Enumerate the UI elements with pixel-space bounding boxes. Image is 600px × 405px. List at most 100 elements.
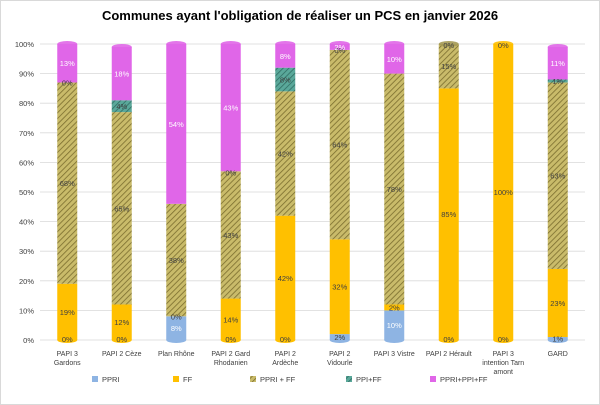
- data-label: 42%: [278, 274, 293, 283]
- data-label: 0%: [171, 312, 182, 321]
- bar-segment-ppi-ff: [111, 100, 132, 113]
- data-label: 0%: [443, 41, 454, 50]
- bar-segment-ff: [111, 304, 132, 340]
- data-label: 0%: [443, 335, 454, 344]
- data-label: 64%: [332, 141, 347, 150]
- x-tick-label: PAPI 2 Hérault: [426, 351, 472, 358]
- x-tick-label: Ardèche: [272, 360, 298, 367]
- x-tick-label: Vidourle: [327, 360, 353, 367]
- data-label: 1%: [552, 77, 563, 86]
- x-tick-label: PAPI 2 Cèze: [102, 351, 142, 358]
- bar-segment-ppri-ppi-ff: [275, 44, 296, 68]
- data-label: 11%: [551, 59, 566, 68]
- y-tick-label: 70%: [19, 129, 34, 138]
- bar-cap: [166, 41, 187, 47]
- bar-cap: [57, 41, 78, 47]
- bar-segment-ppri-ff: [275, 91, 296, 216]
- data-label: 43%: [223, 104, 238, 113]
- bar-segment-ppri-ff: [220, 171, 241, 299]
- y-tick-label: 80%: [19, 99, 34, 108]
- bar-segment-ff: [438, 88, 459, 341]
- bar-cap: [438, 41, 459, 47]
- data-label: 85%: [441, 210, 456, 219]
- bar-segment-ppri-ff: [111, 112, 132, 305]
- bar-segment-ppri: [166, 316, 187, 340]
- legend-swatch-ppri: [92, 376, 98, 382]
- x-tick-label: PAPI 3: [493, 351, 514, 358]
- data-label: 42%: [278, 150, 293, 159]
- x-tick-label: PAPI 3: [57, 351, 78, 358]
- legend-swatch-ppri-ff: [250, 376, 256, 382]
- x-tick-label: PAPI 2: [275, 351, 296, 358]
- x-tick-label: PAPI 2 Gard: [211, 351, 250, 358]
- bar-segment-ppri-ff: [166, 203, 187, 317]
- data-label: 0%: [116, 335, 127, 344]
- bar-base: [220, 337, 241, 343]
- bar-segment-ppri-ppi-ff: [547, 46, 568, 80]
- bar-cap: [111, 43, 132, 50]
- data-label: 0%: [62, 335, 73, 344]
- bar-segment-ppri-ppi-ff: [384, 44, 405, 74]
- data-label: 2%: [334, 43, 345, 52]
- data-label: 8%: [280, 52, 291, 61]
- x-tick-label: Plan Rhône: [158, 351, 195, 358]
- bar-cap: [329, 41, 350, 47]
- data-label: 0%: [62, 78, 73, 87]
- data-label: 8%: [280, 76, 291, 85]
- data-label: 43%: [223, 231, 238, 240]
- data-label: 4%: [116, 102, 127, 111]
- bar-cap: [493, 41, 514, 47]
- x-axis: PAPI 3 Gardons PAPI 2 Cèze Plan Rhône PAPI 2…: [54, 351, 568, 376]
- data-label: 13%: [60, 59, 75, 68]
- bar-segment-ff: [220, 298, 241, 340]
- data-label: 54%: [169, 120, 184, 129]
- bar-segment-ff: [329, 239, 350, 335]
- x-tick-label: GARD: [548, 351, 568, 358]
- bar-base: [547, 337, 568, 343]
- bar-segment-ppri-ppi-ff: [111, 46, 132, 101]
- legend-swatch-ppi-ff: [346, 376, 352, 382]
- legend-swatch-ppri-ppi-ff: [430, 376, 436, 382]
- data-labels: 0% 19% 68% 0% 13% 0% 12% 65% 4% 18% 8% 0% 38% 54% 0% 14…: [60, 41, 566, 344]
- data-label: 0%: [498, 41, 509, 50]
- bar-cap: [275, 41, 296, 47]
- data-label: 2%: [334, 333, 345, 342]
- bar-base: [329, 337, 350, 343]
- data-label: 0%: [225, 335, 236, 344]
- y-tick-label: 50%: [19, 188, 34, 197]
- bar-segment-ff: [275, 215, 296, 340]
- data-label: 65%: [114, 204, 129, 213]
- data-label: 8%: [171, 324, 182, 333]
- bar-segment-ppri-ppi-ff: [57, 44, 78, 83]
- x-tick-label: amont: [494, 369, 514, 376]
- data-label: 0%: [280, 335, 291, 344]
- data-label: 18%: [114, 70, 129, 79]
- data-label: 38%: [169, 256, 184, 265]
- y-tick-label: 40%: [19, 218, 34, 227]
- bar-base: [166, 337, 187, 343]
- data-label: 0%: [498, 335, 509, 344]
- x-tick-label: Gardons: [54, 360, 81, 367]
- data-label: 32%: [332, 283, 347, 292]
- bar-segment-ppi-ff: [275, 67, 296, 92]
- legend-label-ff: FF: [183, 375, 193, 384]
- y-tick-label: 100%: [15, 40, 35, 49]
- legend-label-ppri: PPRI: [102, 375, 120, 384]
- bar-segment-ppri-ff: [384, 73, 405, 305]
- bar-segment-ff: [493, 44, 514, 340]
- bar-segment-ppri-ppi-ff: [220, 44, 241, 172]
- data-label: 68%: [60, 179, 75, 188]
- x-tick-label: intention Tarn: [482, 360, 524, 367]
- data-label: 15%: [441, 62, 456, 71]
- bar-base: [384, 337, 405, 343]
- bar-base: [57, 337, 78, 343]
- data-label: 2%: [389, 303, 400, 312]
- legend: PPRI FF PPRI + FF PPI+FF PPRI+PPI+FF: [92, 375, 488, 384]
- data-label: 23%: [550, 299, 565, 308]
- data-label: 0%: [225, 168, 236, 177]
- data-label: 14%: [223, 315, 238, 324]
- bar-segment-ff: [57, 283, 78, 340]
- bar-cap: [220, 41, 241, 47]
- chart-title: Communes ayant l'obligation de réaliser …: [102, 8, 498, 23]
